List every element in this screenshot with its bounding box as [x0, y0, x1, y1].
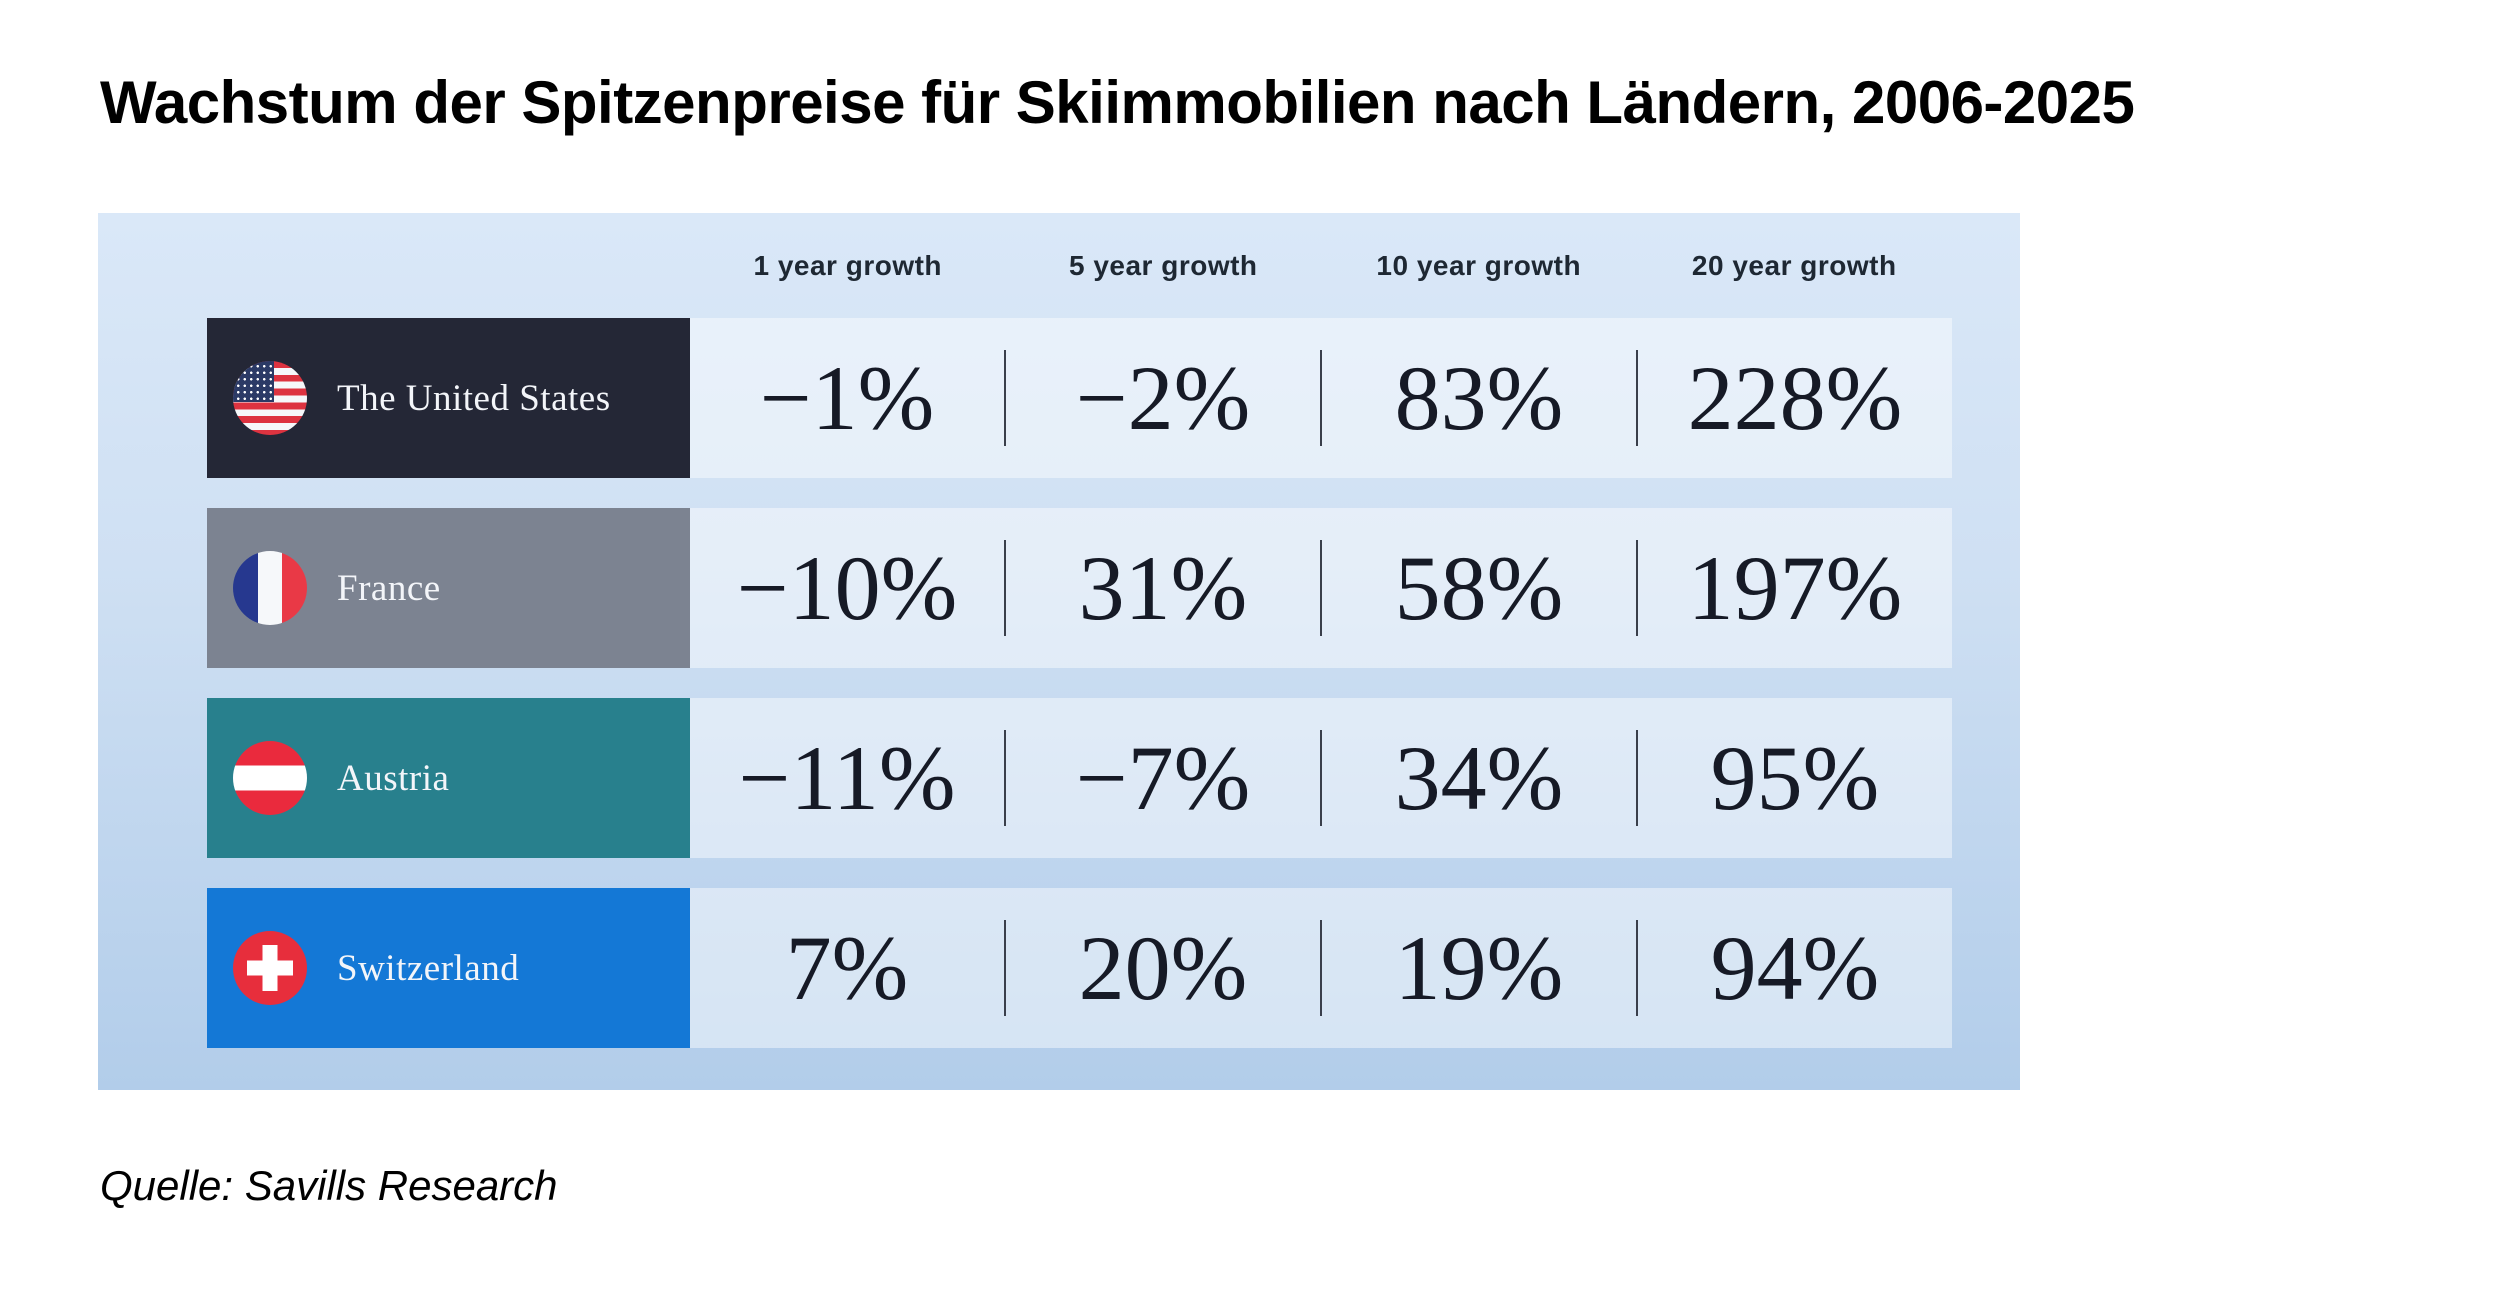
column-divider [1636, 920, 1638, 1016]
column-header-20yr: 20 year growth [1691, 249, 1897, 281]
row-label-united-states: The United States [207, 318, 690, 478]
value-10yr: 83% [1394, 347, 1564, 449]
value-10yr: 19% [1394, 917, 1564, 1019]
table-row: The United States −1% −2% 83% 228% [207, 318, 1952, 478]
column-divider [1636, 540, 1638, 636]
row-values: 7% 20% 19% 94% [690, 888, 1952, 1048]
switzerland-flag-icon [233, 931, 307, 1005]
table-panel: 1 year growth 5 year growth 10 year grow… [98, 213, 2020, 1090]
row-label-switzerland: Switzerland [207, 888, 690, 1048]
country-name: The United States [337, 377, 611, 419]
column-divider [1320, 350, 1322, 446]
country-name: Austria [337, 757, 450, 799]
column-divider [1320, 540, 1322, 636]
value-20yr: 94% [1710, 917, 1880, 1019]
value-5yr: −2% [1075, 347, 1251, 449]
us-flag-canton [233, 361, 275, 402]
value-5yr: −7% [1075, 727, 1251, 829]
france-flag-icon [233, 551, 307, 625]
value-20yr: 95% [1710, 727, 1880, 829]
column-divider [1320, 920, 1322, 1016]
source-note: Quelle: Savills Research [100, 1162, 558, 1209]
row-values: −1% −2% 83% 228% [690, 318, 1952, 478]
value-20yr: 197% [1687, 537, 1903, 639]
table-row: Austria −11% −7% 34% 95% [207, 698, 1952, 858]
column-divider [1636, 730, 1638, 826]
column-divider [1004, 730, 1006, 826]
column-headers: 1 year growth 5 year growth 10 year grow… [690, 250, 1952, 282]
row-values: −10% 31% 58% 197% [690, 508, 1952, 668]
country-name: France [337, 567, 441, 609]
page-title: Wachstum der Spitzenpreise für Skiimmobi… [100, 69, 2135, 136]
table-row: France −10% 31% 58% 197% [207, 508, 1952, 668]
value-5yr: 31% [1078, 537, 1248, 639]
column-divider [1004, 920, 1006, 1016]
column-divider [1004, 540, 1006, 636]
column-header-5yr: 5 year growth [1068, 249, 1258, 281]
us-flag-icon [233, 361, 307, 435]
swiss-cross-horizontal [247, 960, 293, 976]
country-name: Switzerland [337, 947, 520, 989]
value-1yr: −10% [736, 537, 958, 639]
row-label-france: France [207, 508, 690, 668]
value-20yr: 228% [1687, 347, 1903, 449]
value-1yr: −1% [759, 347, 935, 449]
table-row: Switzerland 7% 20% 19% 94% [207, 888, 1952, 1048]
value-1yr: 7% [785, 917, 909, 1019]
value-5yr: 20% [1078, 917, 1248, 1019]
column-divider [1320, 730, 1322, 826]
austria-flag-icon [233, 741, 307, 815]
row-label-austria: Austria [207, 698, 690, 858]
value-1yr: −11% [738, 727, 956, 829]
column-header-row: 1 year growth 5 year growth 10 year grow… [207, 213, 1952, 318]
column-divider [1004, 350, 1006, 446]
row-values: −11% −7% 34% 95% [690, 698, 1952, 858]
column-header-10yr: 10 year growth [1376, 249, 1582, 281]
value-10yr: 58% [1394, 537, 1564, 639]
value-10yr: 34% [1394, 727, 1564, 829]
column-header-1yr: 1 year growth [753, 249, 943, 281]
column-divider [1636, 350, 1638, 446]
